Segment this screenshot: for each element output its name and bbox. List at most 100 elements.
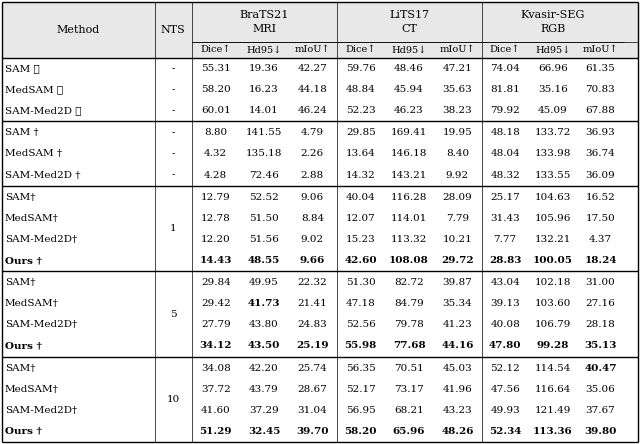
Text: 51.50: 51.50: [249, 214, 279, 223]
Text: 106.79: 106.79: [534, 321, 571, 329]
Text: SAM-Med2D ★: SAM-Med2D ★: [5, 106, 81, 115]
Text: Hd95↓: Hd95↓: [246, 45, 282, 55]
Text: 5: 5: [170, 310, 177, 319]
Text: 28.67: 28.67: [298, 385, 327, 394]
Text: 114.54: 114.54: [534, 364, 571, 373]
Text: SAM-Med2D†: SAM-Med2D†: [5, 235, 77, 244]
Text: 2.88: 2.88: [301, 170, 324, 180]
Text: MedSAM†: MedSAM†: [5, 299, 59, 308]
Text: 19.95: 19.95: [442, 128, 472, 137]
Text: 27.79: 27.79: [201, 321, 230, 329]
Text: 35.34: 35.34: [442, 299, 472, 308]
Text: SAM-Med2D †: SAM-Med2D †: [5, 170, 81, 180]
Text: 103.60: 103.60: [534, 299, 571, 308]
Text: 61.35: 61.35: [586, 64, 615, 73]
Text: LiTS17: LiTS17: [389, 10, 429, 20]
Text: Dice↑: Dice↑: [200, 45, 231, 55]
Text: 48.32: 48.32: [490, 170, 520, 180]
Text: 19.36: 19.36: [249, 64, 279, 73]
Text: -: -: [172, 85, 175, 94]
Text: MedSAM†: MedSAM†: [5, 214, 59, 223]
Text: 22.32: 22.32: [298, 278, 327, 287]
Text: 18.24: 18.24: [584, 256, 617, 265]
Text: -: -: [172, 128, 175, 137]
Text: 16.52: 16.52: [586, 193, 615, 202]
Text: 38.23: 38.23: [442, 106, 472, 115]
Text: NTS: NTS: [161, 25, 186, 35]
Text: 47.56: 47.56: [490, 385, 520, 394]
Text: 41.60: 41.60: [201, 406, 230, 415]
Text: Ours †: Ours †: [5, 256, 42, 265]
Text: SAM†: SAM†: [5, 364, 35, 373]
Text: 34.08: 34.08: [201, 364, 230, 373]
Text: SAM †: SAM †: [5, 128, 39, 137]
Text: 39.87: 39.87: [442, 278, 472, 287]
Text: 42.60: 42.60: [344, 256, 377, 265]
Text: Hd95↓: Hd95↓: [535, 45, 570, 55]
Text: 45.94: 45.94: [394, 85, 424, 94]
Text: SAM-Med2D†: SAM-Med2D†: [5, 321, 77, 329]
Text: 146.18: 146.18: [391, 150, 428, 159]
Text: Ours †: Ours †: [5, 427, 42, 436]
Text: 35.16: 35.16: [538, 85, 568, 94]
Text: 36.93: 36.93: [586, 128, 615, 137]
Text: 48.46: 48.46: [394, 64, 424, 73]
Text: 52.52: 52.52: [249, 193, 279, 202]
Text: MedSAM†: MedSAM†: [5, 385, 59, 394]
Text: 52.12: 52.12: [490, 364, 520, 373]
Text: 51.29: 51.29: [200, 427, 232, 436]
Text: 24.83: 24.83: [298, 321, 327, 329]
Text: 40.08: 40.08: [490, 321, 520, 329]
Text: 29.72: 29.72: [441, 256, 474, 265]
Text: 44.18: 44.18: [298, 85, 327, 94]
Text: 41.96: 41.96: [442, 385, 472, 394]
Text: 48.04: 48.04: [490, 150, 520, 159]
Text: SAM†: SAM†: [5, 193, 35, 202]
Text: 52.17: 52.17: [346, 385, 376, 394]
Text: 52.56: 52.56: [346, 321, 376, 329]
Text: 4.28: 4.28: [204, 170, 227, 180]
Text: 39.80: 39.80: [584, 427, 617, 436]
Text: 52.34: 52.34: [489, 427, 521, 436]
Text: 43.79: 43.79: [249, 385, 279, 394]
Text: 36.74: 36.74: [586, 150, 615, 159]
Text: 143.21: 143.21: [391, 170, 428, 180]
Text: 49.95: 49.95: [249, 278, 279, 287]
Text: 32.45: 32.45: [248, 427, 280, 436]
Text: 43.50: 43.50: [248, 341, 280, 350]
Text: 9.02: 9.02: [301, 235, 324, 244]
Text: 37.67: 37.67: [586, 406, 615, 415]
Text: 84.79: 84.79: [394, 299, 424, 308]
Text: 58.20: 58.20: [344, 427, 377, 436]
Text: 35.13: 35.13: [584, 341, 617, 350]
Text: MedSAM ★: MedSAM ★: [5, 85, 63, 94]
Text: 8.80: 8.80: [204, 128, 227, 137]
Text: 48.55: 48.55: [248, 256, 280, 265]
Text: 79.78: 79.78: [394, 321, 424, 329]
Text: 25.17: 25.17: [490, 193, 520, 202]
Text: 65.96: 65.96: [393, 427, 426, 436]
Text: 51.30: 51.30: [346, 278, 376, 287]
Text: 43.80: 43.80: [249, 321, 279, 329]
Text: BraTS21: BraTS21: [239, 10, 289, 20]
Text: 28.09: 28.09: [442, 193, 472, 202]
Text: 41.23: 41.23: [442, 321, 472, 329]
Text: 36.09: 36.09: [586, 170, 615, 180]
Text: 48.26: 48.26: [441, 427, 474, 436]
Text: 141.55: 141.55: [246, 128, 282, 137]
Text: -: -: [172, 170, 175, 180]
Text: SAM†: SAM†: [5, 278, 35, 287]
Text: 70.83: 70.83: [586, 85, 615, 94]
Text: 37.72: 37.72: [201, 385, 230, 394]
Text: 12.20: 12.20: [201, 235, 230, 244]
Text: 39.13: 39.13: [490, 299, 520, 308]
Text: 56.95: 56.95: [346, 406, 376, 415]
Text: 99.28: 99.28: [536, 341, 569, 350]
Text: 102.18: 102.18: [534, 278, 571, 287]
Text: 52.23: 52.23: [346, 106, 376, 115]
Text: 43.04: 43.04: [490, 278, 520, 287]
Text: Kvasir-SEG: Kvasir-SEG: [520, 10, 585, 20]
Text: 100.05: 100.05: [533, 256, 573, 265]
Text: 55.98: 55.98: [344, 341, 377, 350]
Text: 51.56: 51.56: [249, 235, 279, 244]
